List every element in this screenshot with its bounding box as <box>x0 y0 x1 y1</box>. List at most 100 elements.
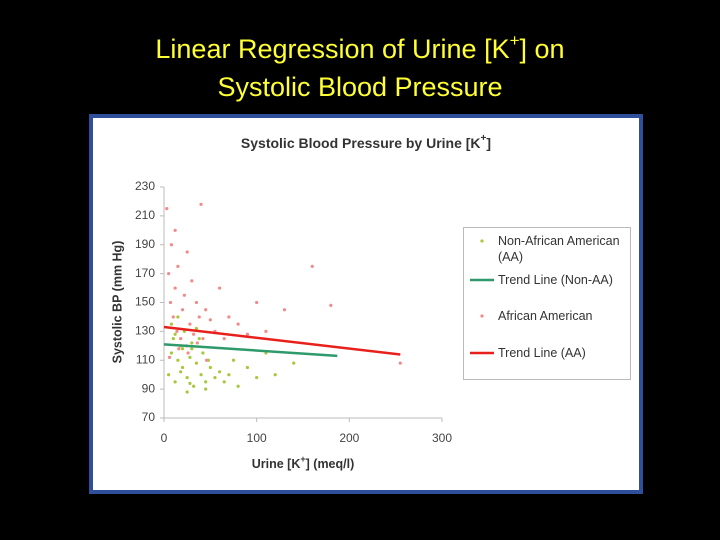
point <box>167 373 171 377</box>
point <box>255 375 259 380</box>
point <box>194 300 199 305</box>
trend-line <box>163 343 338 358</box>
y-tick-label: 170 <box>135 266 155 280</box>
point <box>199 373 203 377</box>
heading-text: ] on <box>520 34 565 64</box>
legend-swatch <box>480 314 484 318</box>
y-tick-label: 190 <box>135 237 155 251</box>
point <box>236 322 240 326</box>
x-axis-label: Urine [K+] (meq/l) <box>252 454 355 471</box>
legend-label: Trend Line (Non-AA) <box>498 273 613 287</box>
point <box>197 336 201 341</box>
point <box>201 351 205 355</box>
title-text: Systolic Blood Pressure by Urine [K <box>241 135 481 151</box>
point <box>190 279 194 283</box>
point <box>185 375 189 380</box>
point <box>173 286 177 290</box>
point <box>310 264 314 269</box>
point <box>179 370 183 374</box>
point <box>188 381 192 385</box>
legend-item: Trend Line (Non-AA) <box>470 272 628 288</box>
chart-title: Systolic Blood Pressure by Urine [K+] <box>241 133 491 151</box>
point <box>169 243 174 247</box>
y-tick-label: 230 <box>135 179 155 193</box>
point <box>167 272 171 276</box>
point <box>169 322 174 326</box>
point <box>245 332 249 336</box>
heading-sup: + <box>510 31 520 50</box>
point <box>199 202 203 206</box>
legend-swatch <box>470 351 494 355</box>
point <box>213 375 217 380</box>
point <box>177 347 181 351</box>
legend-label: Non-African American (AA) <box>498 234 620 264</box>
point <box>292 361 296 365</box>
point <box>208 365 212 370</box>
point <box>176 358 180 362</box>
x-tick-label: 300 <box>432 431 452 445</box>
point <box>245 365 249 370</box>
legend-dot <box>480 314 484 318</box>
xlabel-text: Urine [K <box>252 457 301 471</box>
point <box>255 300 259 305</box>
point <box>165 207 169 211</box>
legend-label: Trend Line (AA) <box>498 346 586 360</box>
point <box>173 332 177 336</box>
point <box>205 358 209 362</box>
point <box>176 315 180 319</box>
point <box>236 384 240 388</box>
point <box>227 315 231 319</box>
legend-label: African American <box>498 309 593 323</box>
point <box>208 318 212 322</box>
point <box>182 293 186 297</box>
point <box>231 358 236 362</box>
point <box>204 380 208 384</box>
point <box>195 341 199 345</box>
point <box>273 373 277 377</box>
point <box>192 384 196 388</box>
point <box>218 370 222 374</box>
y-tick-label: 90 <box>142 381 156 395</box>
trend-line <box>163 325 401 356</box>
point <box>173 228 177 232</box>
point <box>180 365 185 370</box>
legend: Non-African American (AA) Trend Line (Non… <box>463 227 631 380</box>
point <box>194 326 199 331</box>
y-axis-label: Systolic BP (mm Hg) <box>110 241 124 364</box>
y-tick-label: 210 <box>135 208 155 222</box>
point <box>222 336 226 341</box>
point <box>173 380 177 384</box>
point <box>192 332 196 336</box>
point <box>222 380 226 384</box>
heading-text: Linear Regression of Urine [K <box>155 34 509 64</box>
point <box>179 336 183 341</box>
point <box>169 351 174 355</box>
point <box>190 341 194 345</box>
y-tick-label: 150 <box>135 295 155 309</box>
y-tick-label: 70 <box>142 410 156 424</box>
point <box>227 373 231 377</box>
point <box>186 351 190 355</box>
point <box>282 308 287 312</box>
point <box>190 347 194 351</box>
point <box>168 300 173 305</box>
slide-title: Systolic Blood Pressure <box>217 72 502 102</box>
point <box>197 315 201 319</box>
point <box>180 347 185 351</box>
y-tick-label: 130 <box>135 324 155 338</box>
title-text: ] <box>486 135 491 151</box>
point <box>264 329 268 333</box>
x-tick-label: 200 <box>339 431 359 445</box>
x-tick-label: 100 <box>247 431 267 445</box>
point <box>204 308 208 312</box>
point <box>176 264 180 269</box>
point <box>167 355 172 359</box>
point <box>188 355 192 359</box>
point <box>188 322 192 326</box>
xlabel-text: ] (meq/l) <box>306 457 355 471</box>
legend-dot <box>480 239 484 243</box>
point <box>180 308 185 312</box>
title-sup: + <box>481 133 487 144</box>
point <box>218 286 222 290</box>
